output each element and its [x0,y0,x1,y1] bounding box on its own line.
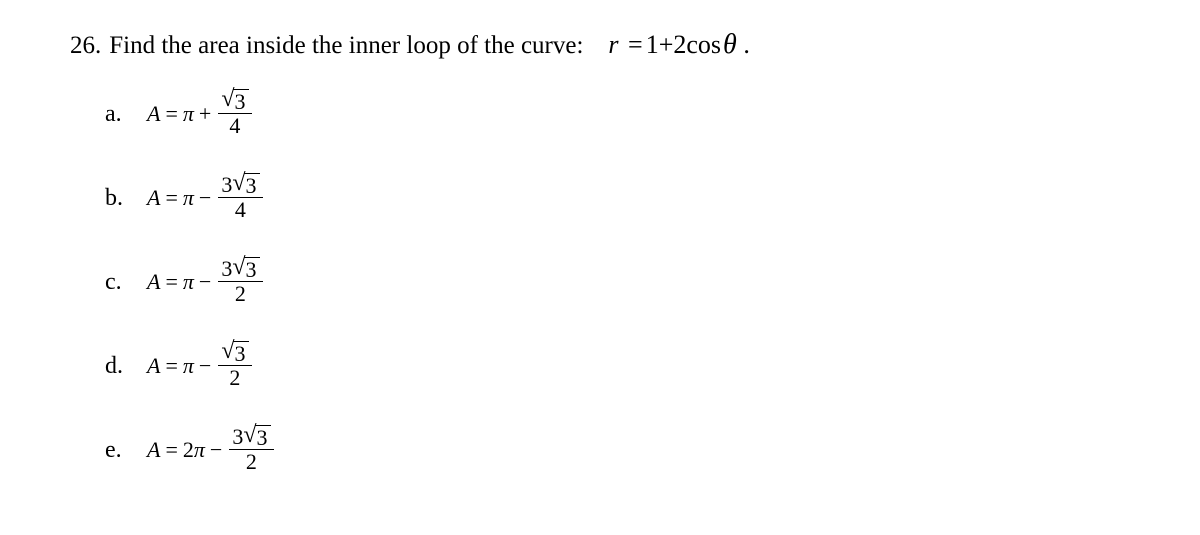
fraction: √ 3 4 [218,89,251,138]
choice-letter: d. [105,354,147,378]
fraction: √ 3 2 [218,341,251,390]
question-equation: r =1+2cosθ . [608,30,749,59]
page: 26. Find the area inside the inner loop … [0,0,1200,535]
pi: π [183,355,194,377]
radical-icon: √ [221,88,234,111]
choice-letter: a. [105,102,147,126]
numerator: 3 √ 3 [218,257,262,282]
sqrt: √ 3 [232,173,259,197]
pi: π [183,271,194,293]
operator: − [199,271,211,293]
radical-icon: √ [232,256,245,279]
choice-e: e. A = 2π − 3 √ 3 2 [105,423,1130,477]
period: . [743,30,750,59]
numerator: √ 3 [218,89,251,114]
denominator: 2 [243,450,260,474]
choice-b: b. A = π − 3 √ 3 4 [105,171,1130,225]
choice-letter: b. [105,186,147,210]
radical-icon: √ [232,172,245,195]
question: 26. Find the area inside the inner loop … [70,28,1130,62]
operator: − [199,187,211,209]
operator: − [199,355,211,377]
question-number: 26. [70,31,101,61]
fraction: 3 √ 3 4 [218,173,262,222]
fraction: 3 √ 3 2 [229,425,273,474]
denominator: 2 [226,366,243,390]
choice-expression: A = π + √ 3 4 [147,89,254,138]
pi: π [194,439,205,461]
equals-sign: = [165,271,177,293]
var-A: A [147,103,160,125]
sqrt: √ 3 [232,257,259,281]
radical-icon: √ [221,340,234,363]
denominator: 4 [226,114,243,138]
var-r: r [608,30,618,59]
coef: 3 [232,425,243,449]
pi: π [183,103,194,125]
equals-sign: = [165,439,177,461]
numerator: √ 3 [218,341,251,366]
choice-d: d. A = π − √ 3 2 [105,339,1130,393]
rhs-text: 1+2cos [646,30,721,59]
theta: θ [723,29,737,60]
sqrt: √ 3 [221,89,248,113]
var-A: A [147,187,160,209]
coef: 3 [221,173,232,197]
coef: 3 [221,257,232,281]
var-A: A [147,439,160,461]
choice-list: a. A = π + √ 3 4 [105,87,1130,477]
var-A: A [147,271,160,293]
operator: − [210,439,222,461]
equals-sign: = [165,355,177,377]
radical-icon: √ [243,424,256,447]
operator: + [199,103,211,125]
prompt: Find the area inside the inner loop of t… [109,32,583,59]
pi-coef: 2 [183,439,194,461]
sqrt: √ 3 [243,425,270,449]
choice-c: c. A = π − 3 √ 3 2 [105,255,1130,309]
denominator: 2 [232,282,249,306]
numerator: 3 √ 3 [218,173,262,198]
numerator: 3 √ 3 [229,425,273,450]
denominator: 4 [232,198,249,222]
pi: π [183,187,194,209]
equals-sign: = [165,103,177,125]
var-A: A [147,355,160,377]
fraction: 3 √ 3 2 [218,257,262,306]
choice-expression: A = π − 3 √ 3 2 [147,257,265,306]
choice-expression: A = π − 3 √ 3 4 [147,173,265,222]
choice-expression: A = 2π − 3 √ 3 2 [147,425,276,474]
sqrt: √ 3 [221,341,248,365]
equals-sign: = [628,30,643,59]
choice-letter: e. [105,438,147,462]
choice-a: a. A = π + √ 3 4 [105,87,1130,141]
question-text: Find the area inside the inner loop of t… [109,28,750,62]
choice-expression: A = π − √ 3 2 [147,341,254,390]
choice-letter: c. [105,270,147,294]
equals-sign: = [165,187,177,209]
